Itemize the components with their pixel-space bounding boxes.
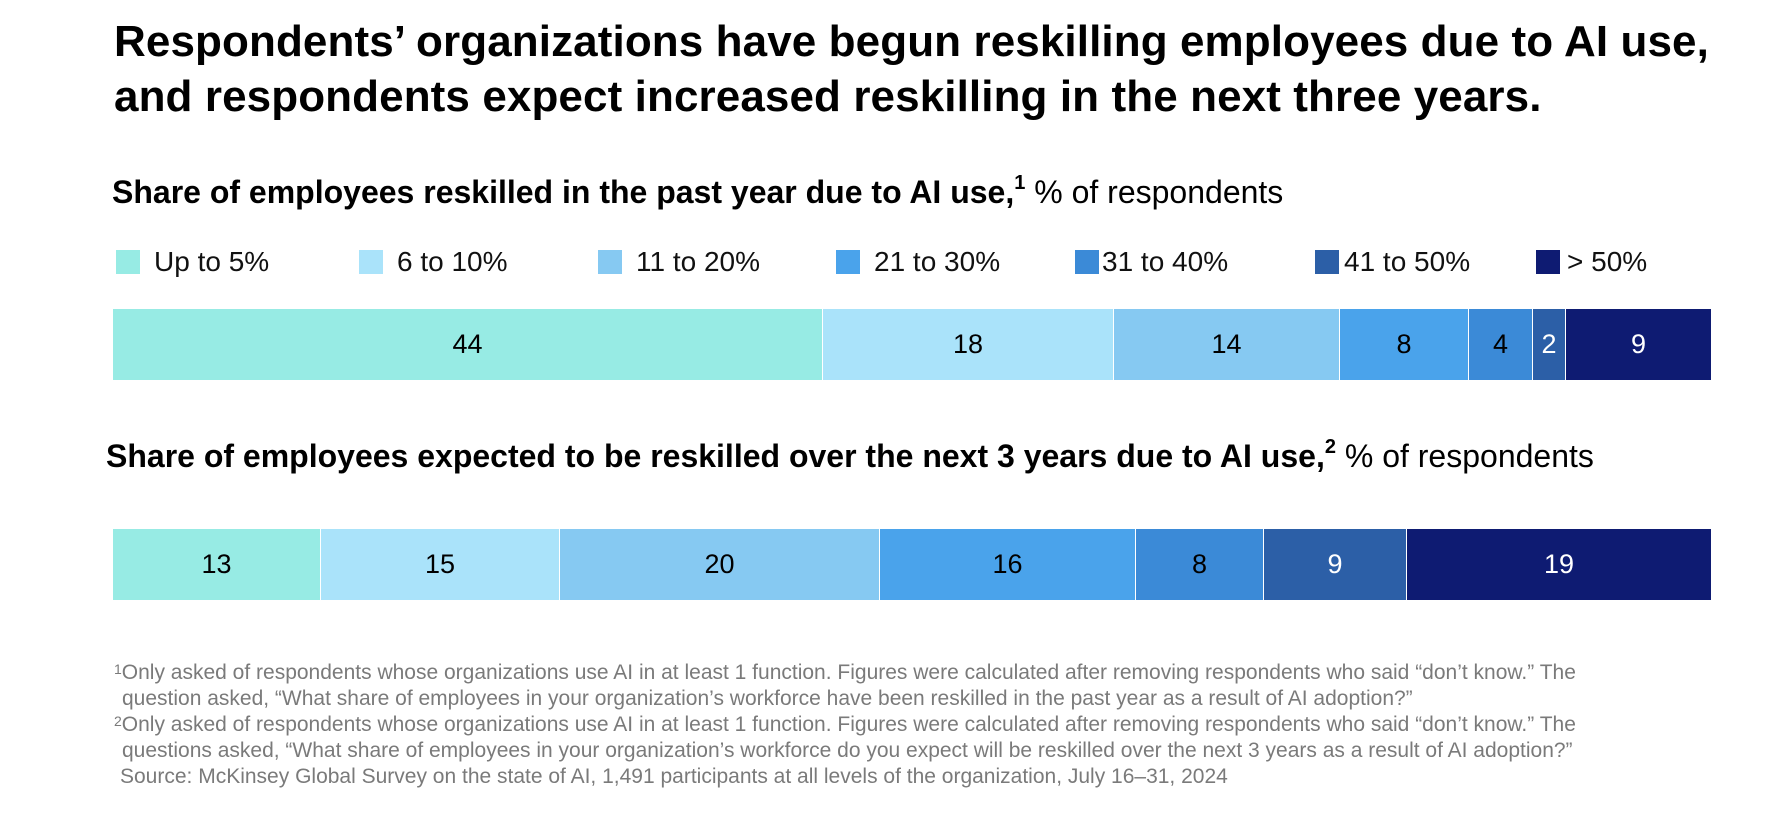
legend-label: Up to 5% [154, 246, 270, 277]
chart-2-heading: Share of employees expected to be reskil… [106, 436, 1594, 476]
chart-2-heading-text: Share of employees expected to be reskil… [106, 438, 1325, 474]
chart-2-footnote-marker: 2 [1324, 436, 1336, 459]
legend-item-up-to-5: Up to 5% [116, 244, 269, 280]
bar-segment: 16 [880, 529, 1136, 600]
bar-segment: 8 [1340, 309, 1469, 380]
chart-2-unit: % of respondents [1344, 438, 1594, 474]
bar-segment: 9 [1264, 529, 1407, 600]
bar-segment-value: 9 [1630, 329, 1647, 359]
stacked-bar-next-3-years: 13 15 20 16 8 9 19 [113, 529, 1711, 600]
legend-label: 21 to 30% [874, 246, 1001, 277]
chart-title: Respondents’ organizations have begun re… [114, 14, 1734, 124]
bar-segment-value: 20 [704, 549, 735, 579]
legend-label: 31 to 40% [1102, 246, 1229, 277]
footnote-2-marker: 2 [114, 713, 122, 729]
legend-swatch [1075, 250, 1099, 274]
legend-swatch [598, 250, 622, 274]
footnote-2-line-2: questions asked, “What share of employee… [122, 739, 1573, 762]
legend-label: > 50% [1567, 246, 1648, 277]
footnote-2-line-1: Only asked of respondents whose organiza… [121, 713, 1576, 736]
legend-label: 11 to 20% [636, 246, 761, 277]
chart-title-line-1: Respondents’ organizations have begun re… [114, 17, 1709, 66]
footnotes: 1Only asked of respondents whose organiz… [114, 660, 1774, 790]
bar-segment-value: 13 [201, 549, 232, 579]
bar-segment-value: 16 [992, 549, 1023, 579]
legend-item-over-50: > 50% [1536, 244, 1647, 280]
bar-segment-value: 8 [1191, 549, 1208, 579]
footnote-1: 1Only asked of respondents whose organiz… [114, 660, 1774, 712]
bar-segment-value: 15 [424, 549, 456, 579]
bar-segment-value: 44 [452, 329, 483, 359]
chart-1-unit: % of respondents [1034, 174, 1284, 210]
legend-item-6-to-10: 6 to 10% [359, 244, 508, 280]
source-note: Source: McKinsey Global Survey on the st… [120, 765, 1228, 788]
bar-segment: 14 [1114, 309, 1340, 380]
legend-label: 6 to 10% [397, 246, 508, 277]
legend-swatch [836, 250, 860, 274]
bar-segment: 8 [1136, 529, 1264, 600]
footnote-1-marker: 1 [114, 661, 122, 677]
footnote-1-line-2: question asked, “What share of employees… [122, 687, 1413, 710]
bar-segment: 15 [321, 529, 560, 600]
bar-segment-value: 4 [1492, 329, 1509, 359]
bar-segment-value: 19 [1543, 549, 1575, 579]
legend-swatch [359, 250, 383, 274]
legend: Up to 5% 6 to 10% 11 to 20% 21 to 30% 31… [0, 244, 1786, 280]
footnote-1-line-1: Only asked of respondents whose organiza… [121, 661, 1576, 684]
legend-label: 41 to 50% [1344, 246, 1471, 277]
legend-item-41-to-50: 41 to 50% [1315, 244, 1470, 280]
bar-segment: 44 [113, 309, 823, 380]
bar-segment: 20 [560, 529, 880, 600]
legend-item-21-to-30: 21 to 30% [836, 244, 1000, 280]
stacked-bar-past-year: 44 18 14 8 4 2 9 [113, 309, 1711, 380]
legend-swatch [116, 250, 140, 274]
footnote-2: 2Only asked of respondents whose organiz… [114, 712, 1774, 764]
bar-segment: 9 [1566, 309, 1711, 380]
bar-segment: 2 [1533, 309, 1566, 380]
legend-swatch [1315, 250, 1339, 274]
legend-item-31-to-40: 31 to 40% [1075, 244, 1228, 280]
chart-title-line-2: and respondents expect increased reskill… [114, 72, 1542, 121]
bar-segment-value: 9 [1327, 549, 1343, 579]
bar-segment-value: 2 [1541, 329, 1557, 359]
chart-1-footnote-marker: 1 [1014, 172, 1026, 195]
chart-1-heading: Share of employees reskilled in the past… [112, 172, 1283, 212]
bar-segment-value: 14 [1211, 329, 1242, 359]
bar-segment: 18 [823, 309, 1114, 380]
legend-item-11-to-20: 11 to 20% [598, 244, 760, 280]
bar-segment-value: 18 [952, 329, 984, 359]
chart-1-heading-text: Share of employees reskilled in the past… [112, 174, 1015, 210]
bar-segment: 13 [113, 529, 321, 600]
legend-swatch [1536, 250, 1560, 274]
bar-segment: 4 [1469, 309, 1533, 380]
bar-segment-value: 8 [1396, 329, 1412, 359]
bar-segment: 19 [1407, 529, 1711, 600]
